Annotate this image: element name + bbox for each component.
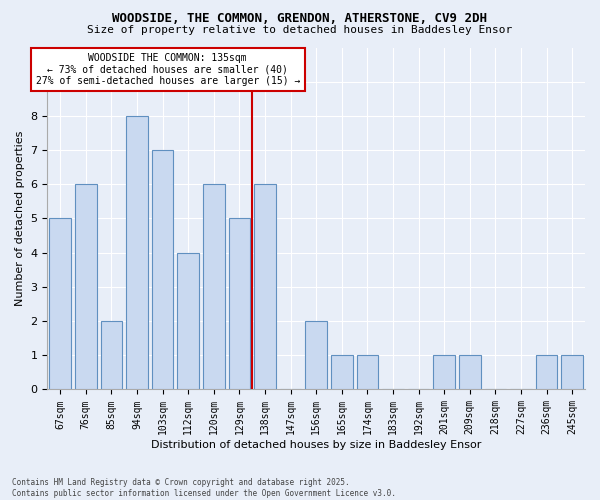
Bar [331, 356, 353, 390]
Text: Contains HM Land Registry data © Crown copyright and database right 2025.
Contai: Contains HM Land Registry data © Crown c… [12, 478, 396, 498]
Bar [459, 356, 481, 390]
Bar [229, 218, 250, 390]
Bar [178, 252, 199, 390]
Bar [305, 321, 327, 390]
Y-axis label: Number of detached properties: Number of detached properties [15, 131, 25, 306]
Bar [49, 218, 71, 390]
Bar [126, 116, 148, 390]
Bar [203, 184, 224, 390]
Bar [536, 356, 557, 390]
X-axis label: Distribution of detached houses by size in Baddesley Ensor: Distribution of detached houses by size … [151, 440, 481, 450]
Bar [433, 356, 455, 390]
Text: WOODSIDE, THE COMMON, GRENDON, ATHERSTONE, CV9 2DH: WOODSIDE, THE COMMON, GRENDON, ATHERSTON… [113, 12, 487, 26]
Bar [152, 150, 173, 390]
Bar [356, 356, 378, 390]
Bar [562, 356, 583, 390]
Bar [101, 321, 122, 390]
Bar [75, 184, 97, 390]
Text: WOODSIDE THE COMMON: 135sqm
← 73% of detached houses are smaller (40)
27% of sem: WOODSIDE THE COMMON: 135sqm ← 73% of det… [35, 52, 300, 86]
Bar [254, 184, 276, 390]
Text: Size of property relative to detached houses in Baddesley Ensor: Size of property relative to detached ho… [88, 25, 512, 35]
